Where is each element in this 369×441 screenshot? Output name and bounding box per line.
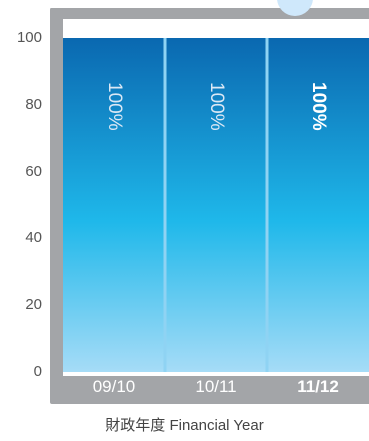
bar-11/12 [267,38,369,372]
data-label: 100% [308,82,329,131]
data-label: 100% [104,82,125,131]
decorative-bubble [277,0,313,16]
x-axis-label: 財政年度 Financial Year [105,417,264,434]
y-tick-label: 100 [16,29,42,46]
bar-09/10 [63,38,165,372]
x-tick-label: 09/10 [92,377,136,396]
x-tick-label: 11/12 [297,377,339,396]
y-tick-label: 80 [25,95,42,113]
bar-divider [163,38,167,372]
y-tick-label: 0 [33,363,42,380]
y-tick-label: 60 [25,162,42,180]
bar-10/11 [165,38,267,372]
y-tick-label: 40 [25,229,42,247]
data-label: 100% [206,82,227,131]
y-tick-label: 20 [25,296,42,314]
bar-divider [265,38,269,372]
x-tick-label: 10/11 [195,377,237,396]
